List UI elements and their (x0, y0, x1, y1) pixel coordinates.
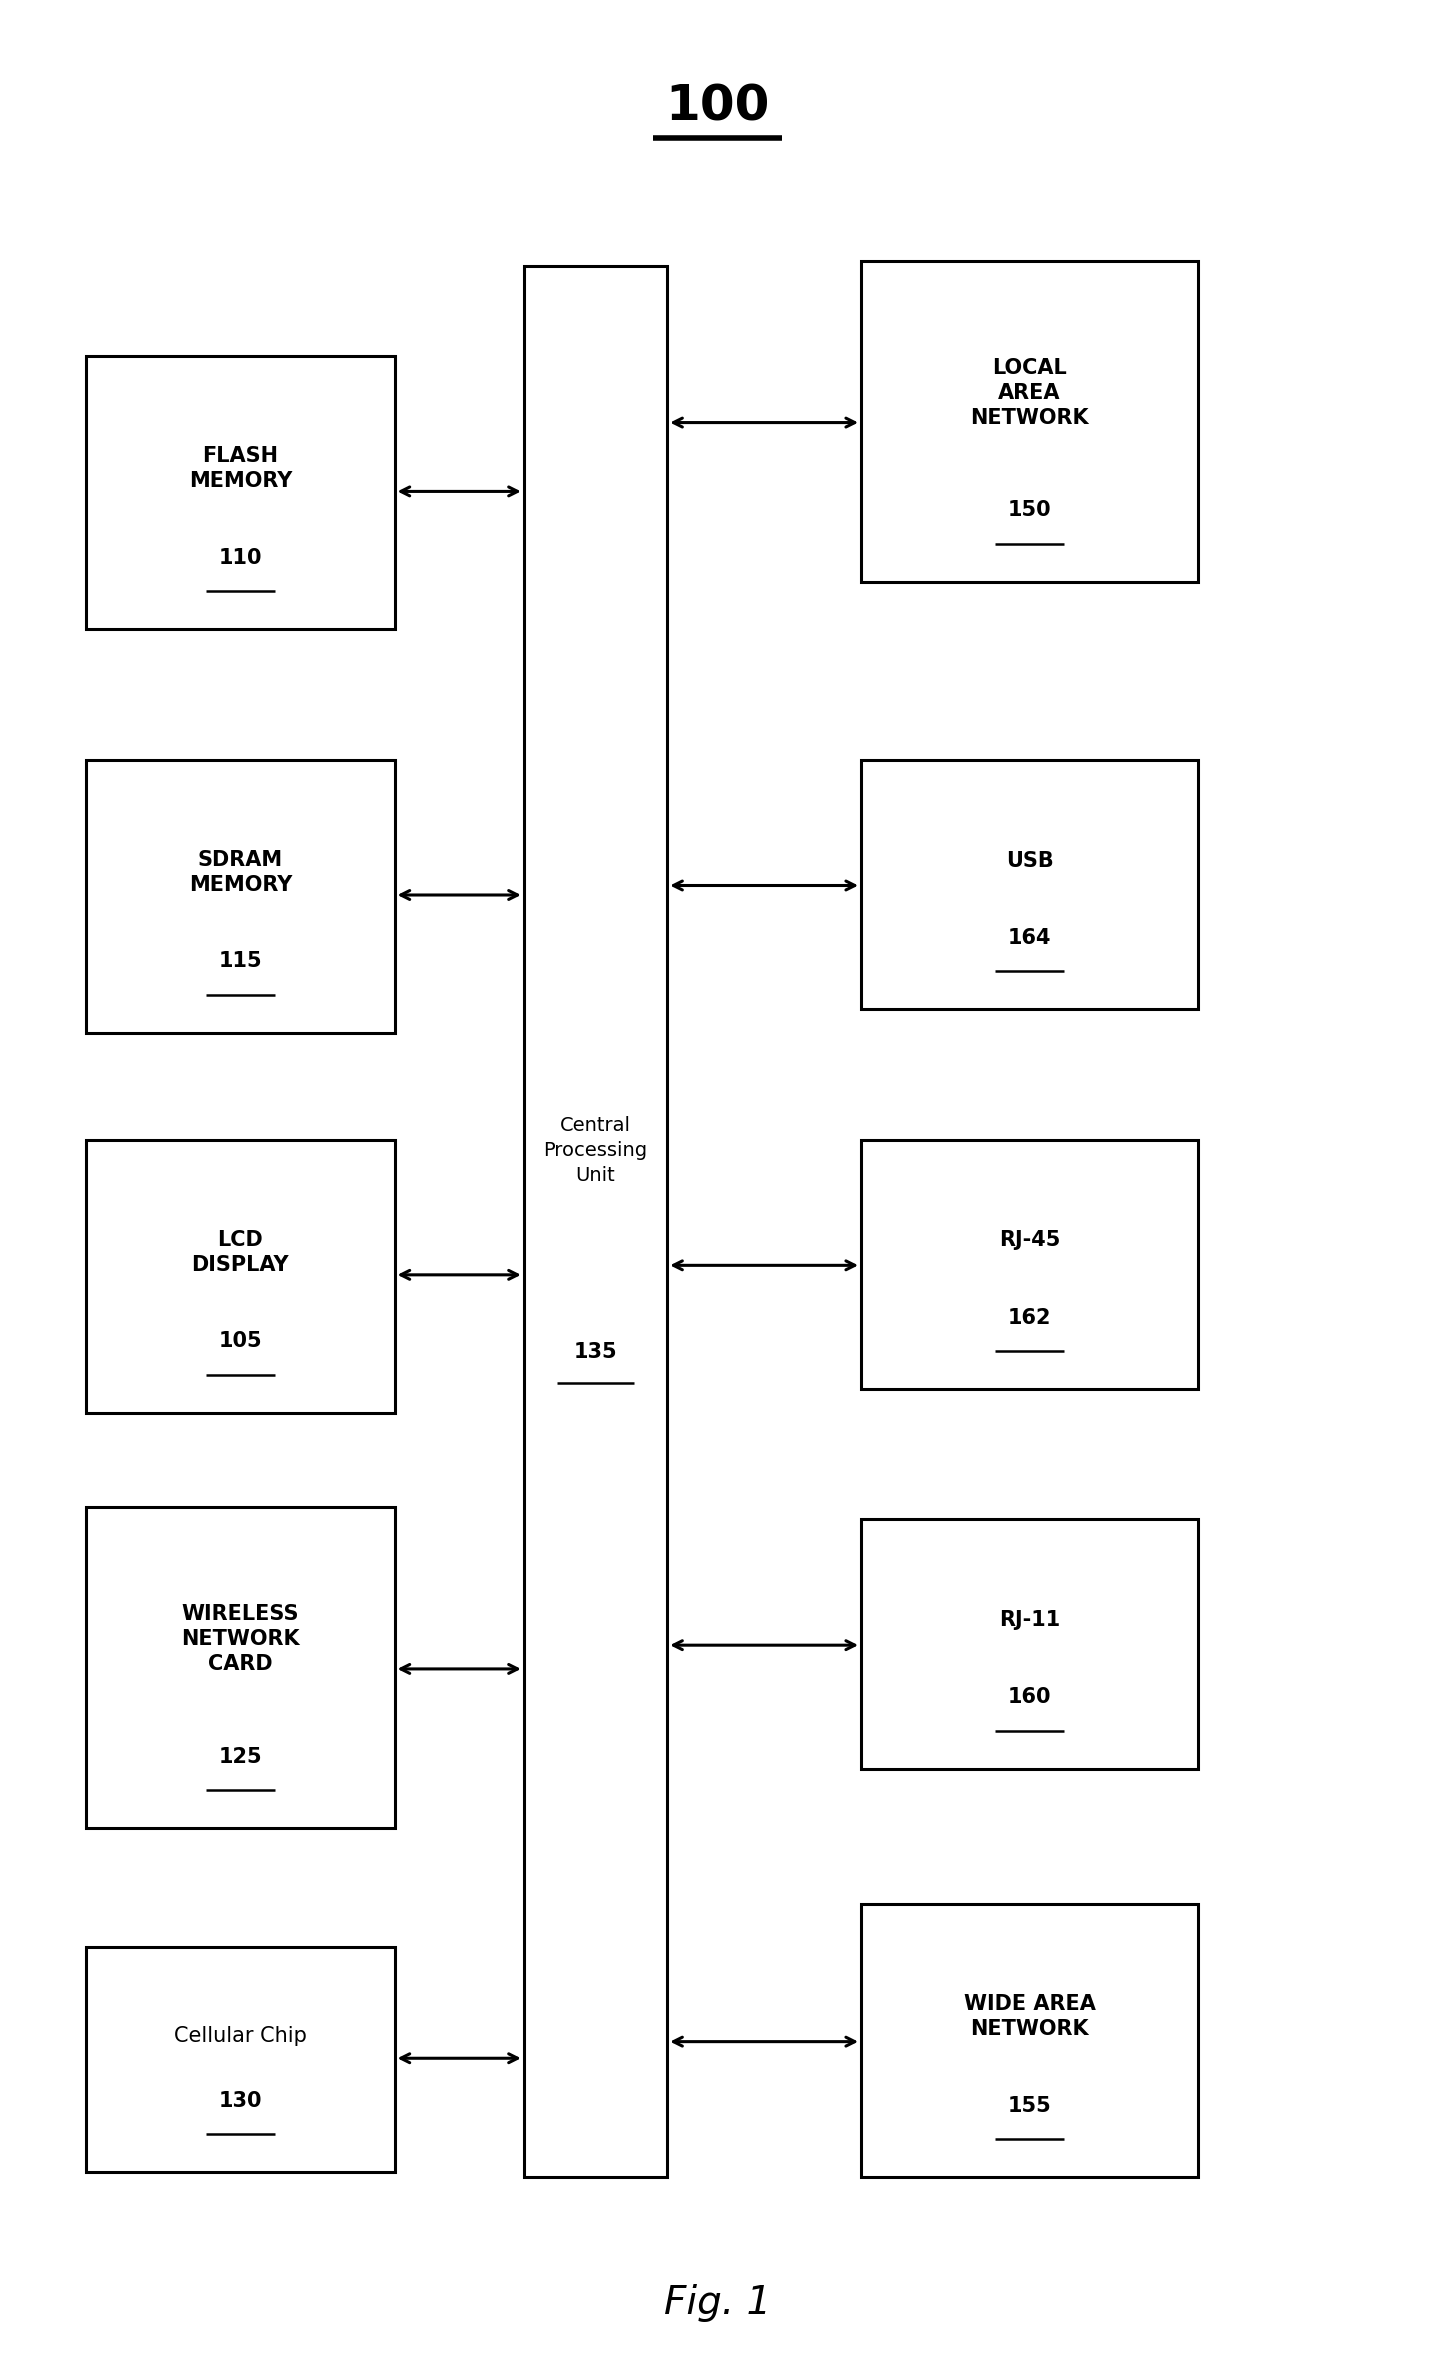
Text: FLASH
MEMORY: FLASH MEMORY (188, 446, 293, 491)
Text: 164: 164 (1007, 928, 1052, 947)
Text: 130: 130 (218, 2091, 263, 2110)
Text: 115: 115 (218, 952, 263, 971)
Text: 155: 155 (1007, 2096, 1052, 2115)
Bar (86, 1507, 395, 1828)
Text: 110: 110 (218, 548, 263, 567)
Text: Fig. 1: Fig. 1 (664, 2284, 771, 2322)
Text: WIRELESS
NETWORK
CARD: WIRELESS NETWORK CARD (181, 1605, 300, 1674)
Bar (86, 356, 395, 629)
Text: 125: 125 (218, 1747, 263, 1766)
Text: 150: 150 (1007, 501, 1052, 520)
Text: 105: 105 (218, 1332, 263, 1351)
Bar (861, 261, 1198, 582)
Text: LOCAL
AREA
NETWORK: LOCAL AREA NETWORK (970, 358, 1089, 427)
Bar (86, 1947, 395, 2172)
Text: RJ-45: RJ-45 (999, 1230, 1060, 1251)
Text: Central
Processing
Unit: Central Processing Unit (544, 1116, 647, 1185)
Bar (524, 266, 667, 2177)
Text: SDRAM
MEMORY: SDRAM MEMORY (188, 850, 293, 895)
Text: RJ-11: RJ-11 (999, 1610, 1060, 1631)
Text: 100: 100 (666, 83, 769, 131)
Bar (861, 1519, 1198, 1769)
Text: 162: 162 (1007, 1308, 1052, 1327)
Text: 135: 135 (574, 1341, 617, 1363)
Bar (86, 760, 395, 1033)
Bar (861, 1140, 1198, 1389)
Text: Cellular Chip: Cellular Chip (174, 2025, 307, 2046)
Bar (861, 1904, 1198, 2177)
Text: WIDE AREA
NETWORK: WIDE AREA NETWORK (964, 1994, 1095, 2039)
Bar (861, 760, 1198, 1009)
Text: USB: USB (1006, 850, 1053, 871)
Text: LCD
DISPLAY: LCD DISPLAY (191, 1230, 290, 1275)
Text: 160: 160 (1007, 1688, 1052, 1707)
Bar (86, 1140, 395, 1413)
